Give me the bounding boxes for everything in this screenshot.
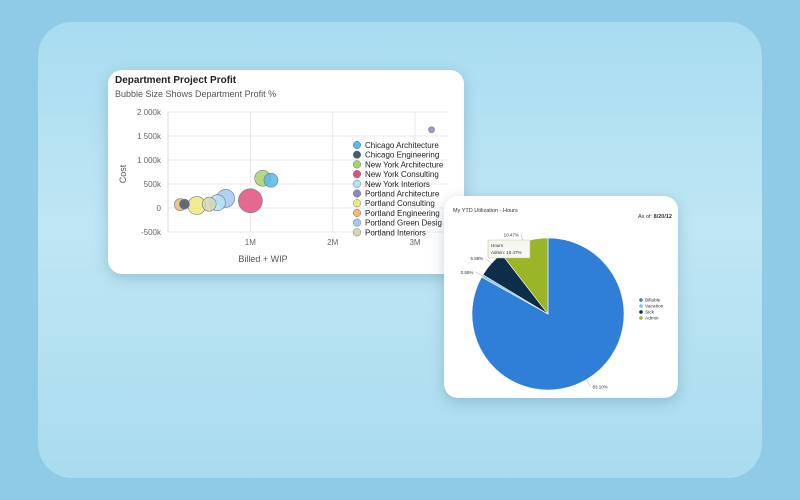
slice-label: 10.47% (504, 233, 519, 238)
legend-label[interactable]: Chicago Engineering (365, 151, 439, 160)
pie-legend-marker (639, 316, 643, 320)
bubble-point[interactable] (238, 188, 263, 214)
slice-label: 5.88% (471, 256, 484, 261)
legend-marker (352, 228, 362, 237)
pie-title: My YTD Utilization - Hours (453, 208, 518, 214)
y-axis-label: Cost (118, 164, 128, 183)
bubble-chart: 2 000k 1 500k 1 000k 500k 0 -500k 1M 2M 3M Chica… (118, 108, 448, 264)
department-profit-card: Department Project Profit Bubble Size Sh… (108, 70, 464, 274)
y-tick-label: 500k (144, 180, 162, 189)
slice-label: 0.55% (461, 270, 474, 275)
x-tick-label: 3M (409, 238, 420, 247)
legend-label[interactable]: New York Consulting (365, 170, 439, 179)
tooltip-text: Admin: 10.47% (491, 250, 522, 255)
legend-marker (352, 140, 362, 150)
x-axis-label: Billed + WIP (238, 254, 287, 264)
chart-title: Department Project Profit (115, 75, 237, 86)
slice-connector (485, 257, 492, 264)
y-tick-label: -500k (141, 228, 162, 237)
tooltip-title: Hours (491, 243, 504, 248)
bubble-point[interactable] (179, 198, 190, 210)
pie-legend-label[interactable]: Sick (645, 310, 655, 316)
legend-marker (352, 208, 362, 217)
legend-marker (352, 160, 362, 169)
bubble-point[interactable] (263, 172, 279, 188)
slice-connector (475, 271, 483, 277)
legend-label[interactable]: Portland Green Desig (365, 219, 442, 228)
pie-legend-label[interactable]: Billable (645, 298, 661, 304)
legend-marker (352, 179, 362, 188)
bubble-point[interactable] (201, 196, 217, 212)
legend-marker (352, 218, 362, 227)
y-tick-label: 0 (157, 204, 162, 213)
legend-marker (352, 199, 362, 208)
legend-label[interactable]: Portland Architecture (365, 190, 440, 199)
as-of-date: As of: 8/20/12 (638, 214, 672, 220)
pie-chart: 83.10% 0.55% 5.88% 10.47% BillableVacationS… (461, 233, 664, 391)
bubble-point[interactable] (428, 126, 435, 134)
slice-label: 83.10% (593, 384, 608, 389)
pie-legend-label[interactable]: Vacation (645, 304, 664, 310)
legend-label[interactable]: New York Architecture (365, 160, 444, 169)
legend-label[interactable]: Portland Consulting (365, 199, 435, 208)
pie-legend-marker (639, 298, 643, 302)
chart-subtitle: Bubble Size Shows Department Profit % (115, 89, 277, 99)
legend-marker (352, 170, 362, 179)
utilization-card: My YTD Utilization - Hours As of: 8/20/1… (444, 196, 678, 398)
legend-label[interactable]: Portland Engineering (365, 209, 440, 218)
pie-legend-marker (639, 304, 643, 308)
y-tick-label: 2 000k (137, 108, 162, 117)
x-tick-label: 1M (245, 238, 256, 247)
legend-label[interactable]: Chicago Architecture (365, 141, 439, 150)
tooltip: Hours Admin: 10.47% (487, 239, 531, 259)
x-tick-label: 2M (327, 238, 338, 247)
legend-label[interactable]: Portland Interiors (365, 228, 426, 237)
legend-marker (352, 150, 362, 159)
pie-legend-label[interactable]: Admin (645, 316, 659, 322)
slice-connector (586, 379, 591, 387)
pie-legend-marker (639, 310, 643, 314)
y-tick-label: 1 500k (137, 132, 162, 141)
legend-marker (352, 189, 362, 198)
y-tick-label: 1 000k (137, 156, 162, 165)
legend-label[interactable]: New York Interiors (365, 180, 430, 189)
